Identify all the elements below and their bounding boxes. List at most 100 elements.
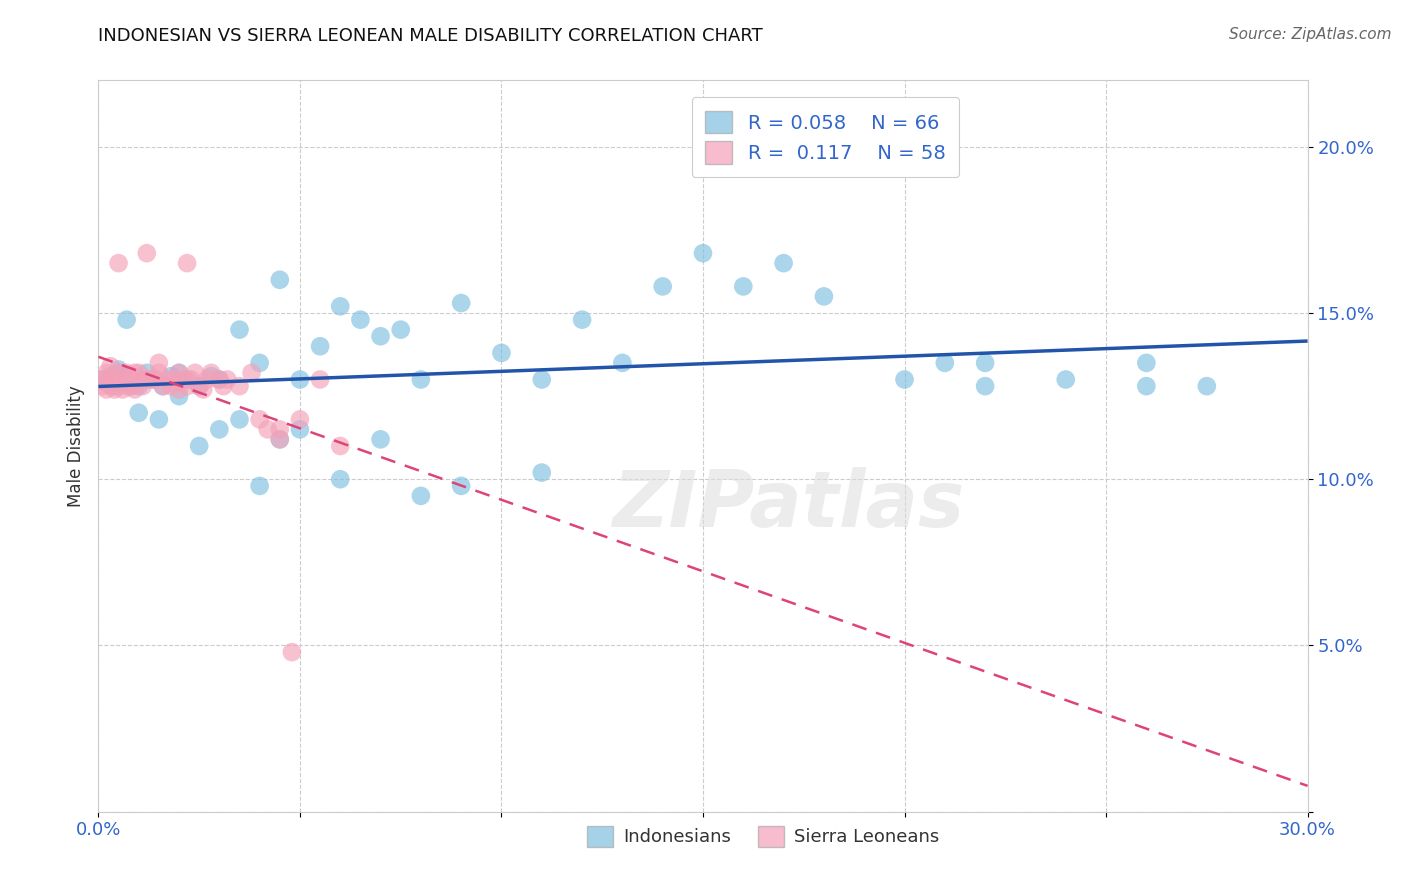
Point (1054, 372, 1077, 386)
Text: ZIPatlas: ZIPatlas (612, 467, 963, 542)
Point (128, 379, 150, 393)
Text: INDONESIAN VS SIERRA LEONEAN MALE DISABILITY CORRELATION CHART: INDONESIAN VS SIERRA LEONEAN MALE DISABI… (98, 27, 763, 45)
Point (103, 372, 125, 386)
Point (148, 366, 170, 380)
Point (217, 372, 239, 386)
Point (612, 356, 634, 370)
Point (156, 372, 179, 386)
Point (269, 433, 291, 447)
Legend: Indonesians, Sierra Leoneans: Indonesians, Sierra Leoneans (581, 819, 946, 854)
Point (128, 372, 150, 386)
Point (309, 372, 332, 386)
Point (128, 406, 150, 420)
Point (148, 356, 170, 370)
Point (115, 366, 138, 380)
Point (180, 372, 202, 386)
Point (115, 312, 138, 326)
Point (409, 372, 432, 386)
Point (1135, 356, 1157, 370)
Point (128, 366, 150, 380)
Point (256, 422, 278, 436)
Point (188, 439, 211, 453)
Point (124, 383, 146, 397)
Point (160, 379, 183, 393)
Point (135, 372, 157, 386)
Point (96, 383, 118, 397)
Point (167, 383, 190, 397)
Point (212, 379, 235, 393)
Point (193, 383, 215, 397)
Point (370, 329, 392, 343)
Point (530, 372, 553, 386)
Point (103, 383, 125, 397)
Point (813, 289, 835, 303)
Point (103, 379, 125, 393)
Point (974, 379, 997, 393)
Point (176, 379, 198, 393)
Text: Source: ZipAtlas.com: Source: ZipAtlas.com (1229, 27, 1392, 42)
Point (100, 359, 122, 374)
Point (107, 379, 129, 393)
Point (228, 323, 250, 337)
Point (188, 379, 211, 393)
Point (772, 256, 794, 270)
Point (1195, 379, 1218, 393)
Point (100, 372, 122, 386)
Point (115, 379, 138, 393)
Point (530, 466, 553, 480)
Point (143, 372, 166, 386)
Point (200, 366, 222, 380)
Point (249, 479, 271, 493)
Y-axis label: Male Disability: Male Disability (66, 385, 84, 507)
Point (120, 379, 142, 393)
Point (148, 412, 170, 426)
Point (111, 376, 134, 390)
Point (288, 422, 311, 436)
Point (934, 356, 956, 370)
Point (96, 376, 118, 390)
Point (172, 372, 194, 386)
Point (269, 422, 291, 436)
Point (176, 256, 198, 270)
Point (107, 256, 129, 270)
Point (163, 372, 186, 386)
Point (96, 366, 118, 380)
Point (288, 412, 311, 426)
Point (143, 372, 166, 386)
Point (167, 389, 190, 403)
Point (974, 356, 997, 370)
Point (111, 372, 134, 386)
Point (120, 379, 142, 393)
Point (208, 372, 231, 386)
Point (107, 366, 129, 380)
Point (135, 366, 157, 380)
Point (160, 369, 183, 384)
Point (309, 339, 332, 353)
Point (132, 379, 155, 393)
Point (91, 379, 114, 393)
Point (111, 383, 134, 397)
Point (329, 472, 352, 486)
Point (139, 372, 162, 386)
Point (249, 356, 271, 370)
Point (269, 273, 291, 287)
Point (100, 372, 122, 386)
Point (184, 366, 207, 380)
Point (176, 372, 198, 386)
Point (733, 279, 755, 293)
Point (269, 433, 291, 447)
Point (135, 246, 157, 260)
Point (228, 379, 250, 393)
Point (120, 372, 142, 386)
Point (107, 362, 129, 376)
Point (152, 379, 174, 393)
Point (692, 246, 714, 260)
Point (167, 366, 190, 380)
Point (240, 366, 263, 380)
Point (491, 346, 513, 360)
Point (450, 479, 472, 493)
Point (450, 296, 472, 310)
Point (107, 366, 129, 380)
Point (370, 433, 392, 447)
Point (208, 422, 231, 436)
